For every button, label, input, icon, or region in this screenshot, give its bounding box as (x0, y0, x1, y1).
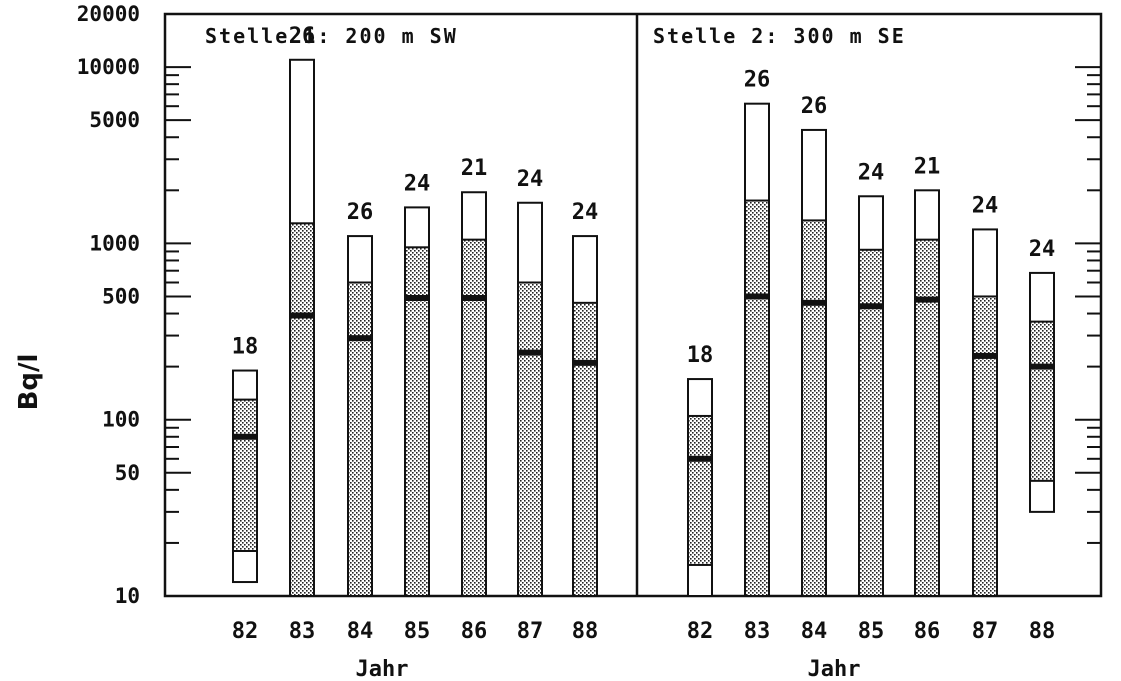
sample-count-label: 24 (572, 200, 599, 225)
y-tick-label: 10 (115, 584, 140, 608)
sample-count-label: 24 (517, 167, 544, 192)
sample-count-label: 21 (914, 154, 941, 179)
sample-count-label: 26 (801, 94, 828, 119)
plot-frame (163, 12, 1103, 598)
median-marker (347, 335, 373, 342)
median-marker (289, 312, 315, 319)
y-axis-ticks-right (1075, 13, 1101, 597)
percentile-box (404, 246, 430, 597)
x-tick-label: 83 (289, 619, 316, 644)
median-marker (1029, 363, 1055, 370)
sample-count-label: 24 (972, 193, 999, 218)
panel-1-bars: 82 18 83 26 84 26 85 24 86 21 87 24 88 24 (232, 24, 599, 644)
panel-title-2: Stelle 2: 300 m SE (653, 24, 906, 48)
sample-count-label: 24 (858, 160, 885, 185)
percentile-box (347, 281, 373, 597)
sample-count-label: 18 (687, 343, 714, 368)
x-tick-label: 86 (461, 619, 488, 644)
y-axis-tick-labels: 10 50 100 500 1000 5000 10000 20000 (77, 2, 140, 608)
median-marker (801, 299, 827, 306)
x-tick-label: 83 (744, 619, 771, 644)
y-tick-label: 50 (115, 461, 140, 485)
y-tick-label: 500 (102, 284, 140, 308)
y-axis-label: Bq/l (14, 354, 44, 411)
median-marker (517, 349, 543, 356)
percentile-box (687, 414, 713, 566)
x-tick-label: 85 (858, 619, 885, 644)
y-axis-ticks-left (165, 13, 191, 597)
median-marker (404, 295, 430, 302)
x-tick-label: 85 (404, 619, 431, 644)
percentile-box (1029, 320, 1055, 482)
x-tick-label: 88 (572, 619, 599, 644)
percentile-box (858, 248, 884, 597)
panel-title-1: Stelle 1: 200 m SW (205, 24, 458, 48)
median-marker (972, 352, 998, 359)
sample-count-label: 26 (289, 24, 316, 49)
x-axis-label-panel-1: Jahr (356, 657, 409, 681)
percentile-box (914, 238, 940, 597)
y-tick-label: 1000 (89, 231, 140, 255)
percentile-box (801, 219, 827, 598)
x-tick-label: 86 (914, 619, 941, 644)
x-tick-label: 87 (972, 619, 999, 644)
median-marker (232, 433, 258, 440)
median-marker (744, 293, 770, 300)
percentile-box (232, 398, 258, 552)
percentile-box (744, 199, 770, 597)
median-marker (687, 455, 713, 462)
x-tick-label: 84 (801, 619, 828, 644)
x-tick-label: 82 (232, 619, 259, 644)
y-tick-label: 20000 (77, 2, 140, 26)
y-tick-label: 10000 (77, 55, 140, 79)
median-marker (858, 303, 884, 310)
x-tick-label: 88 (1029, 619, 1056, 644)
percentile-box (289, 222, 315, 598)
percentile-box (572, 301, 598, 597)
sample-count-label: 18 (232, 335, 259, 360)
percentile-box (461, 238, 487, 597)
sample-count-label: 26 (347, 200, 374, 225)
panel-2-bars: 82 18 83 26 84 26 85 24 86 21 87 24 88 24 (687, 68, 1056, 644)
percentile-box (517, 281, 543, 597)
x-tick-label: 87 (517, 619, 544, 644)
sample-count-label: 21 (461, 156, 488, 181)
median-marker (914, 296, 940, 303)
sample-count-label: 24 (1029, 237, 1056, 262)
x-tick-label: 84 (347, 619, 374, 644)
median-marker (572, 359, 598, 366)
y-tick-label: 100 (102, 408, 140, 432)
x-axis-label-panel-2: Jahr (808, 657, 861, 681)
sample-count-label: 24 (404, 171, 431, 196)
y-tick-label: 5000 (89, 108, 140, 132)
x-tick-label: 82 (687, 619, 714, 644)
percentile-box (972, 295, 998, 597)
median-marker (461, 295, 487, 302)
sample-count-label: 26 (744, 68, 771, 93)
